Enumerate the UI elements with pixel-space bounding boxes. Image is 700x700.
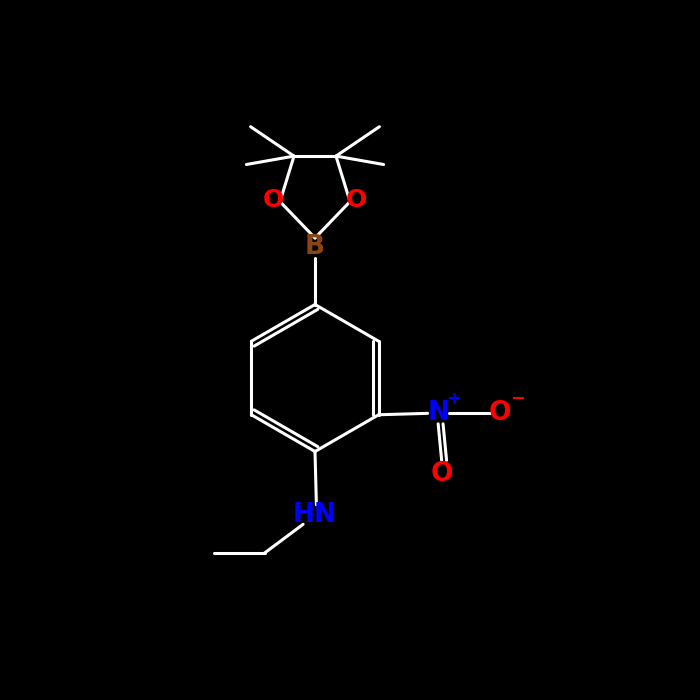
Text: O: O <box>346 188 367 212</box>
Text: HN: HN <box>293 501 337 528</box>
Text: B: B <box>305 234 325 260</box>
Text: O: O <box>430 461 453 487</box>
Text: N: N <box>427 400 449 426</box>
Text: O: O <box>263 188 284 212</box>
Text: +: + <box>446 391 461 408</box>
Text: O: O <box>489 400 511 426</box>
Text: −: − <box>510 391 526 408</box>
